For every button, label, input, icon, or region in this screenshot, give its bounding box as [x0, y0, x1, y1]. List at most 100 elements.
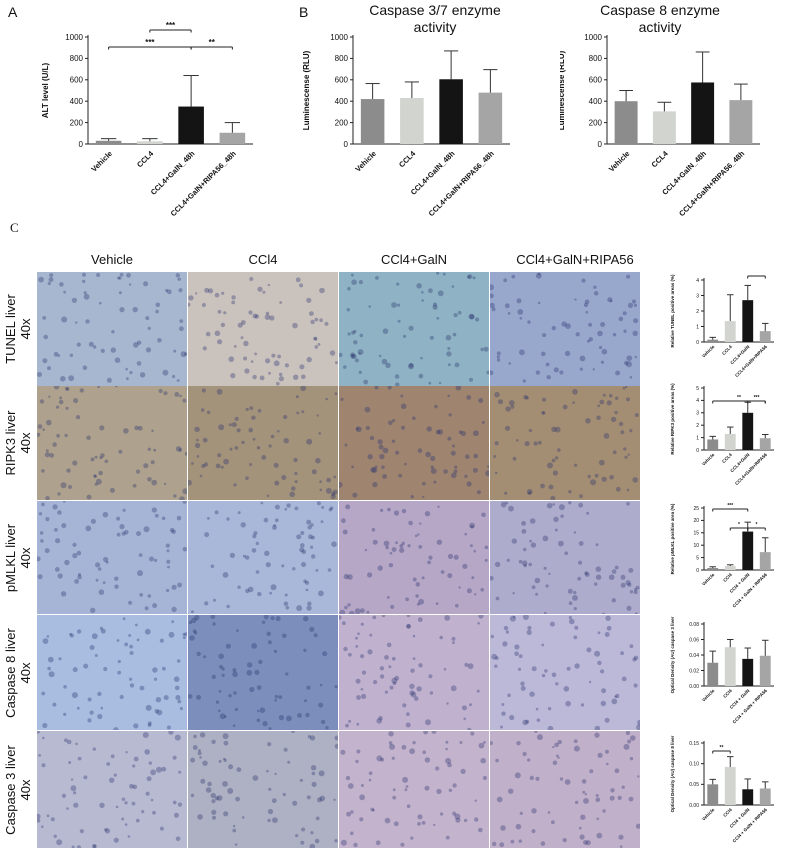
y-tick-label: 800 — [589, 54, 603, 63]
nucleus-dot — [133, 723, 139, 729]
nucleus-dot — [404, 788, 408, 792]
nucleus-dot — [388, 665, 392, 669]
nucleus-dot — [57, 354, 61, 357]
nucleus-dot — [60, 591, 67, 597]
nucleus-dot — [268, 787, 272, 791]
nucleus-dot — [540, 841, 546, 846]
panel-letter-c: C — [10, 220, 19, 235]
nucleus-dot — [453, 313, 458, 318]
nucleus-dot — [204, 601, 209, 606]
nucleus-dot — [452, 641, 455, 645]
nucleus-dot — [111, 330, 115, 334]
nucleus-dot — [115, 805, 119, 809]
nucleus-dot — [252, 775, 259, 781]
micrograph-texture — [191, 501, 337, 614]
nucleus-dot — [358, 352, 361, 355]
nucleus-dot — [218, 759, 222, 763]
nucleus-dot — [555, 682, 559, 686]
bar — [724, 766, 736, 805]
nucleus-dot — [284, 593, 288, 597]
nucleus-dot — [99, 425, 105, 431]
nucleus-dot — [467, 663, 474, 670]
nucleus-dot — [409, 748, 415, 755]
nucleus-dot — [395, 541, 398, 545]
nucleus-dot — [201, 388, 206, 393]
nucleus-dot — [392, 681, 397, 686]
nucleus-dot — [595, 794, 599, 797]
nucleus-dot — [551, 458, 556, 463]
nucleus-dot — [453, 554, 459, 560]
category-label: CCL4+GalN+RIPA56_48h — [427, 149, 496, 218]
nucleus-dot — [563, 686, 570, 692]
nucleus-dot — [368, 778, 372, 782]
nucleus-dot — [44, 452, 50, 458]
nucleus-dot — [41, 691, 46, 696]
nucleus-dot — [207, 781, 212, 787]
nucleus-dot — [229, 552, 235, 558]
nucleus-dot — [234, 416, 239, 421]
nucleus-dot — [316, 501, 321, 506]
nucleus-dot — [580, 703, 585, 707]
y-axis-label: Optical Density (AU) caspase 8 liver — [670, 735, 675, 812]
nucleus-dot — [447, 573, 453, 579]
nucleus-dot — [584, 571, 589, 576]
nucleus-dot — [573, 635, 578, 640]
nucleus-dot — [132, 784, 138, 790]
nucleus-dot — [537, 440, 542, 445]
nucleus-dot — [200, 778, 206, 784]
nucleus-dot — [82, 272, 86, 277]
nucleus-dot — [360, 622, 364, 626]
y-tick-label: 5 — [696, 386, 699, 392]
nucleus-dot — [496, 358, 501, 362]
nucleus-dot — [597, 404, 601, 408]
nucleus-dot — [66, 739, 72, 745]
nucleus-dot — [58, 399, 64, 405]
nucleus-dot — [522, 379, 526, 383]
nucleus-dot — [531, 808, 537, 814]
micrograph-tile — [188, 272, 338, 386]
nucleus-dot — [44, 548, 50, 554]
nucleus-dot — [583, 840, 588, 845]
nucleus-dot — [412, 657, 416, 660]
nucleus-dot — [503, 625, 509, 631]
nucleus-dot — [255, 541, 259, 546]
nucleus-dot — [423, 731, 428, 735]
nucleus-dot — [184, 451, 187, 456]
category-label: CCL4+GalN+RIPA56 — [734, 344, 768, 378]
nucleus-dot — [490, 293, 494, 299]
nucleus-dot — [135, 818, 140, 823]
nucleus-dot — [116, 516, 121, 521]
nucleus-dot — [217, 453, 222, 458]
nucleus-dot — [418, 663, 423, 668]
nucleus-dot — [446, 351, 452, 357]
nucleus-dot — [502, 641, 508, 647]
nucleus-dot — [446, 702, 449, 705]
nucleus-dot — [585, 310, 589, 314]
nucleus-dot — [578, 502, 584, 508]
nucleus-dot — [469, 377, 473, 382]
nucleus-dot — [113, 773, 117, 777]
nucleus-dot — [306, 297, 312, 303]
nucleus-dot — [296, 411, 300, 415]
nucleus-dot — [228, 356, 235, 362]
nucleus-dot — [193, 631, 198, 635]
y-tick-label: 0.04 — [689, 653, 699, 659]
nucleus-dot — [240, 320, 246, 325]
nucleus-dot — [207, 288, 214, 294]
nucleus-dot — [228, 764, 234, 770]
nucleus-dot — [61, 316, 68, 323]
row-label-magnification: 40x — [18, 318, 33, 340]
nucleus-dot — [455, 603, 459, 608]
bar — [707, 439, 719, 450]
nucleus-dot — [300, 531, 305, 535]
nucleus-dot — [125, 367, 128, 371]
column-header-vehicle: Vehicle — [91, 252, 133, 267]
y-tick-label: 0.00 — [689, 684, 699, 690]
micrograph-texture — [490, 501, 640, 614]
nucleus-dot — [447, 394, 450, 398]
y-tick-label: 2 — [696, 309, 699, 315]
category-label: CCl4 — [722, 688, 733, 699]
nucleus-dot — [132, 764, 136, 768]
nucleus-dot — [579, 494, 583, 499]
